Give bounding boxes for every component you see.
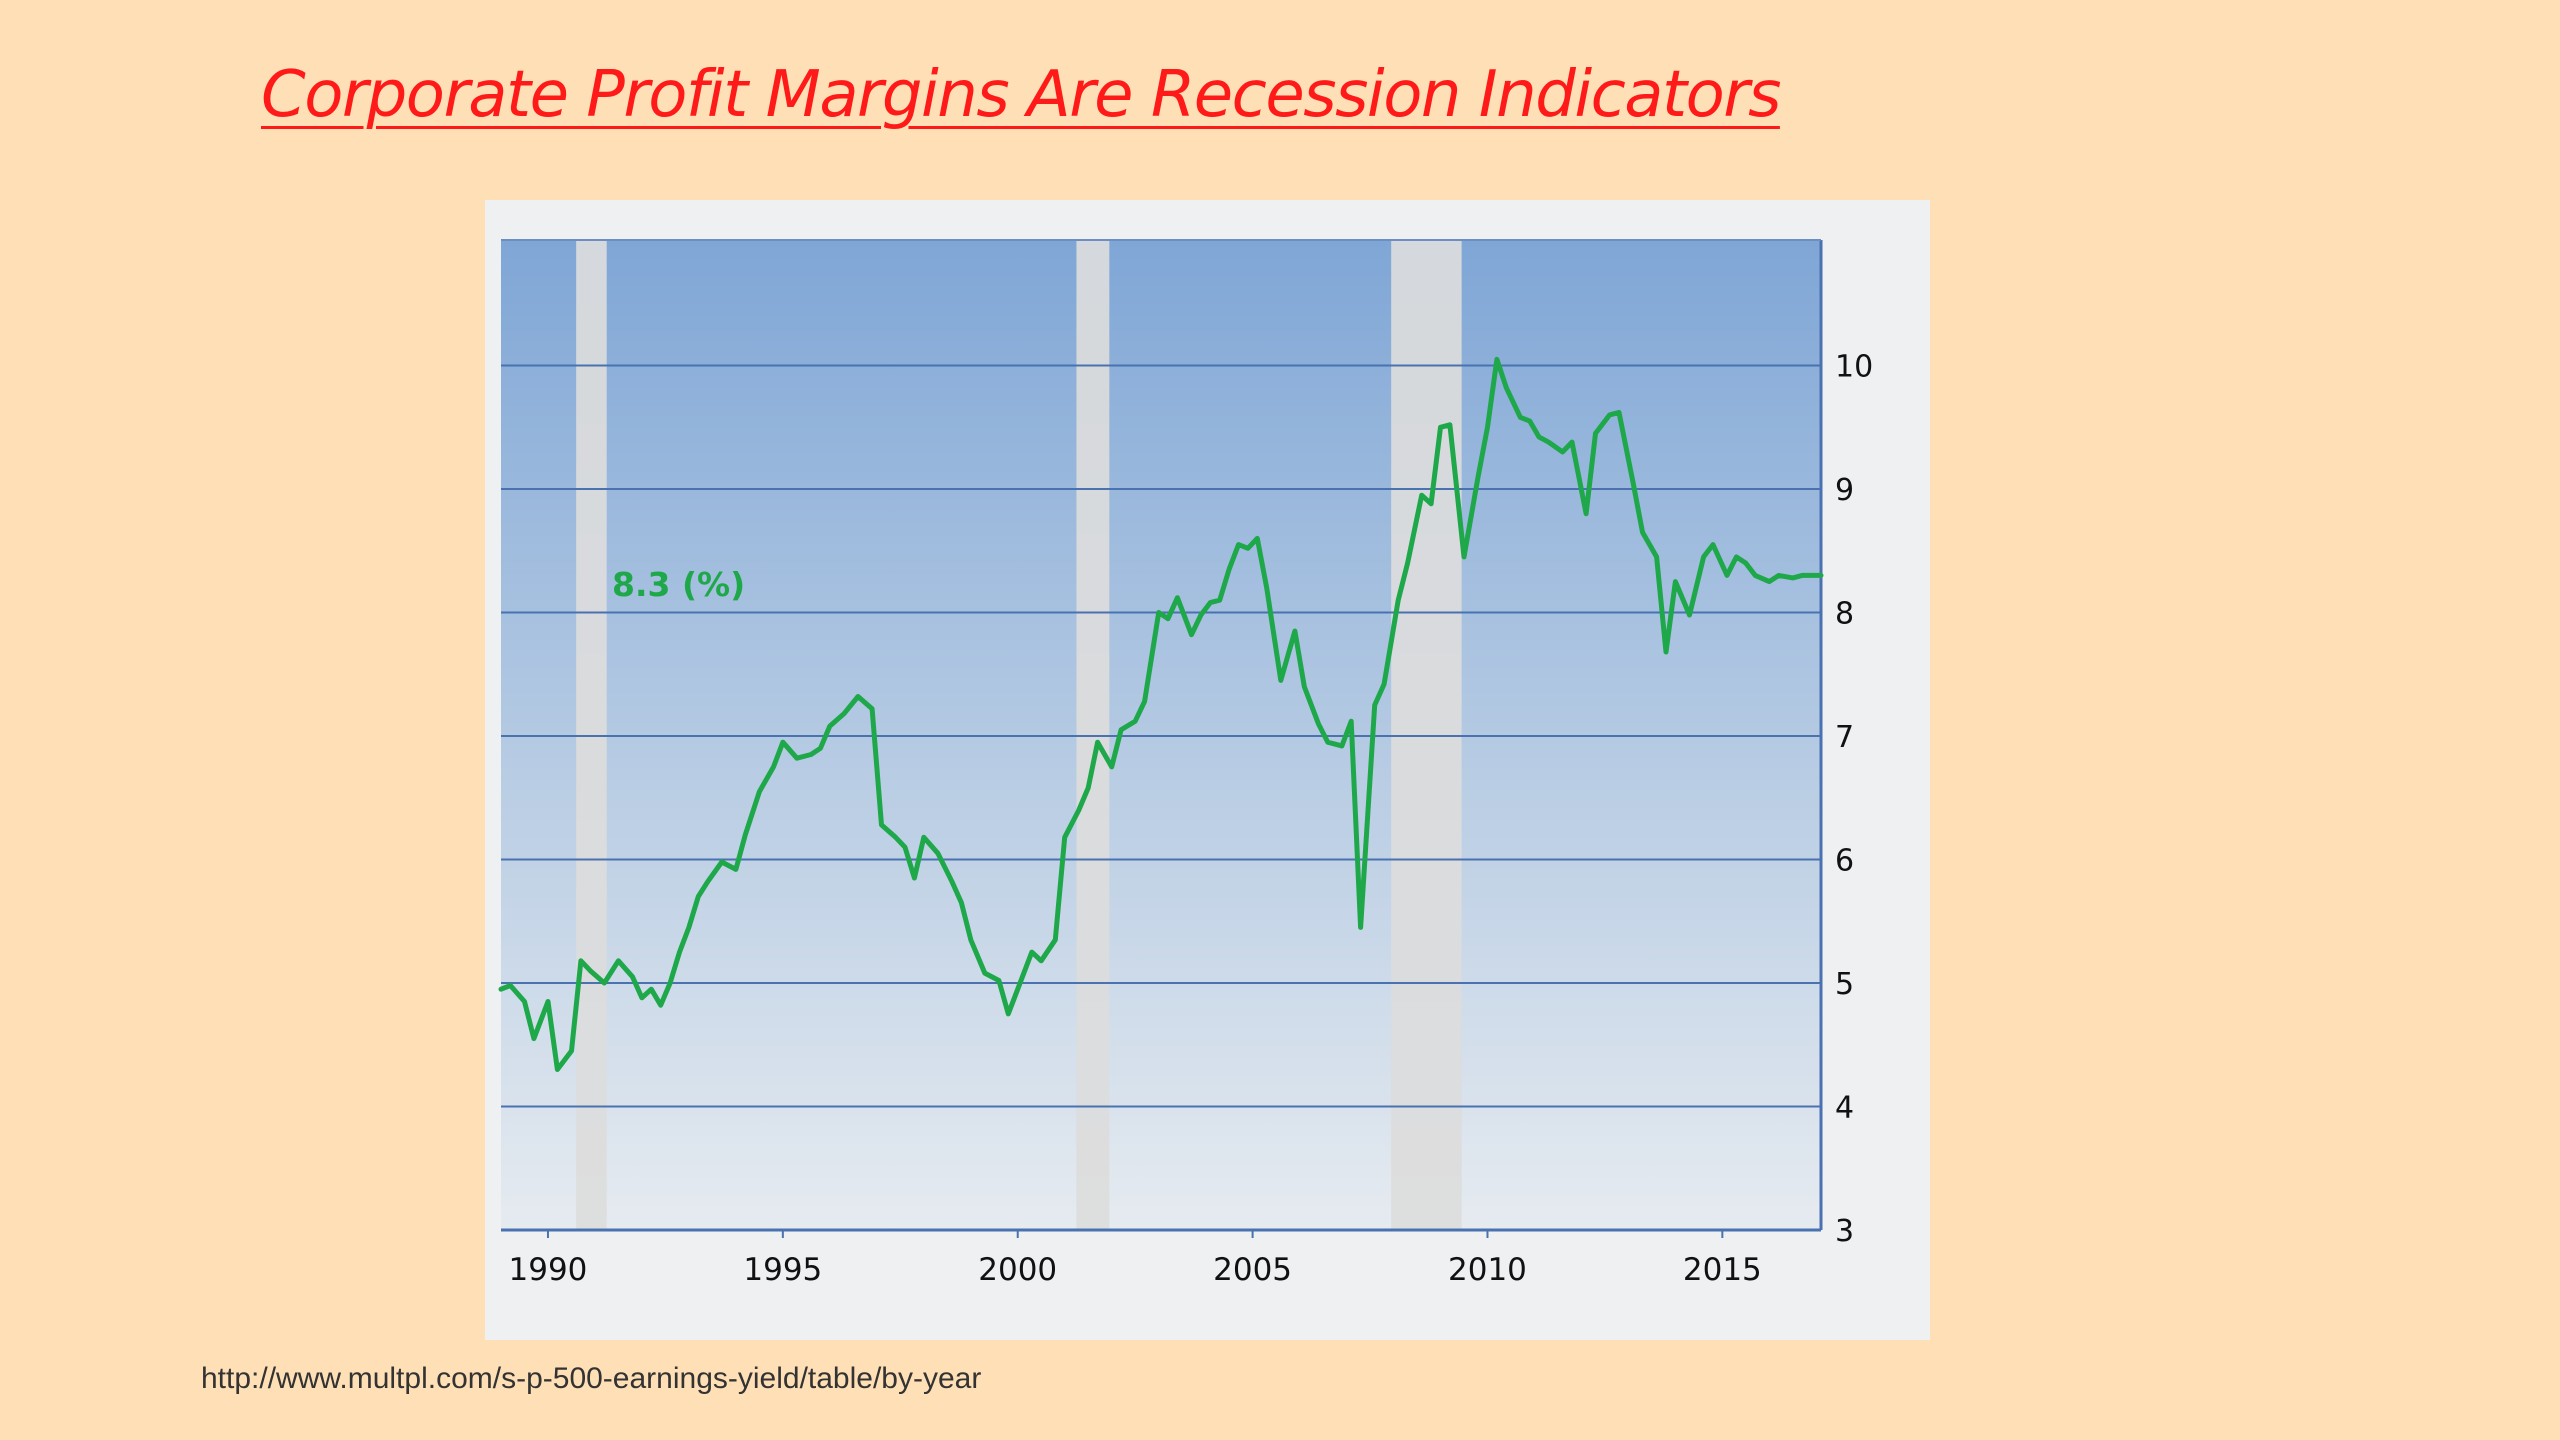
chart-card: 3 4 5 6 7 8 9 10 1990 1995 2000 2005 2010 2015 8.3 (… [485,200,1930,1340]
y-tick-label: 9 [1835,473,1854,508]
y-tick-label: 3 [1835,1214,1854,1249]
axes [501,239,1823,1232]
current-value-label: 8.3 (%) [612,565,745,604]
series-line [498,356,1824,1072]
y-tick-label: 4 [1835,1091,1854,1126]
x-tick-label: 1990 [509,1252,588,1288]
x-tick-label: 2010 [1448,1252,1527,1288]
y-tick-label: 6 [1835,844,1854,879]
x-tick-labels: 1990 1995 2000 2005 2010 2015 [509,1230,1762,1288]
x-tick-label: 2015 [1683,1252,1762,1288]
x-tick-label: 2000 [978,1252,1057,1288]
y-tick-label: 7 [1835,720,1854,755]
gridlines [501,364,1821,1108]
series-lines [498,356,1824,1072]
x-tick-label: 2005 [1213,1252,1292,1288]
y-tick-labels: 3 4 5 6 7 8 9 10 [1835,350,1873,1250]
slide-title: Corporate Profit Margins Are Recession I… [261,58,1781,132]
y-tick-label: 5 [1835,967,1854,1002]
x-tick-label: 1995 [743,1252,822,1288]
source-link[interactable]: http://www.multpl.com/s-p-500-earnings-y… [201,1362,982,1395]
y-tick-label: 8 [1835,597,1854,632]
profit-margin-chart: 3 4 5 6 7 8 9 10 1990 1995 2000 2005 2010 2015 8.3 (… [498,239,1873,1288]
y-tick-label: 10 [1835,350,1873,385]
